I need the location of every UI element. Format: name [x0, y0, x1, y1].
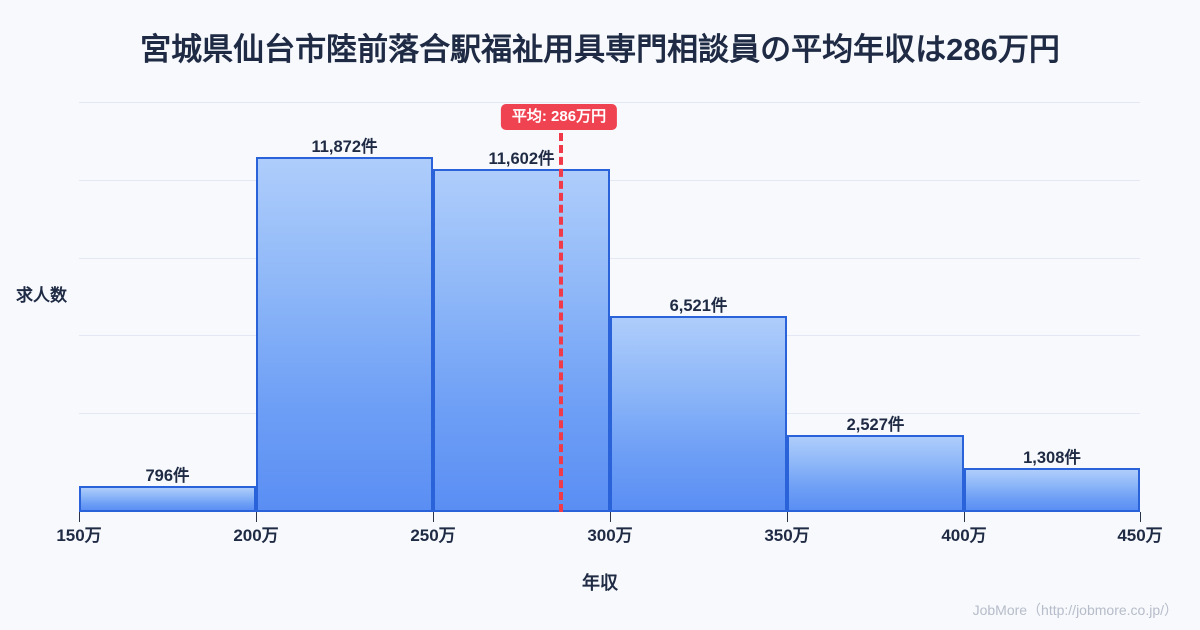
- bar-bin-3[interactable]: [610, 316, 787, 512]
- x-axis-label-0: 150万: [56, 526, 102, 545]
- x-axis-tick: [79, 512, 80, 522]
- bar-bin-5[interactable]: [964, 468, 1140, 512]
- average-badge[interactable]: 平均: 286万円: [500, 104, 618, 130]
- title-bar: 宮城県仙台市陸前落合駅福祉用具専門相談員の平均年収は286万円: [0, 0, 1200, 92]
- bar-bin-1[interactable]: [256, 157, 433, 512]
- x-axis-tick: [610, 512, 611, 522]
- x-axis-title: 年収: [582, 573, 618, 593]
- page-title: 宮城県仙台市陸前落合駅福祉用具専門相談員の平均年収は286万円: [140, 31, 1060, 67]
- bar-value-label: 6,521件: [669, 297, 728, 315]
- bar-bin-2[interactable]: [433, 169, 610, 512]
- x-axis-tick: [964, 512, 965, 522]
- bar-series: 796件 11,872件 11,602件 6,521件 2,527件 1,308…: [79, 96, 1140, 512]
- x-axis-label-6: 450万: [1117, 526, 1163, 545]
- x-axis-tick: [433, 512, 434, 522]
- x-axis-label-2: 250万: [410, 526, 456, 545]
- footer-credit: JobMore（http://jobmore.co.jp/）: [972, 602, 1178, 618]
- x-axis-label-4: 350万: [764, 526, 810, 545]
- bar-bin-4[interactable]: [787, 435, 964, 512]
- x-axis-label-5: 400万: [941, 526, 987, 545]
- x-axis-tick: [787, 512, 788, 522]
- bar-value-label: 11,872件: [311, 138, 378, 156]
- plot-area: 796件 11,872件 11,602件 6,521件 2,527件 1,308…: [79, 96, 1140, 512]
- y-axis-title: 求人数: [16, 286, 67, 305]
- bar-value-label: 1,308件: [1023, 449, 1081, 467]
- bar-value-label: 2,527件: [846, 416, 905, 434]
- average-line: [559, 133, 563, 512]
- gridline: [79, 102, 1140, 103]
- x-axis-tick: [1140, 512, 1141, 522]
- x-axis-label-1: 200万: [233, 526, 279, 545]
- x-axis-label-3: 300万: [587, 526, 633, 545]
- bar-value-label: 796件: [145, 467, 190, 485]
- bar-value-label: 11,602件: [488, 150, 555, 168]
- x-axis-tick: [256, 512, 257, 522]
- bar-bin-0[interactable]: [79, 486, 256, 512]
